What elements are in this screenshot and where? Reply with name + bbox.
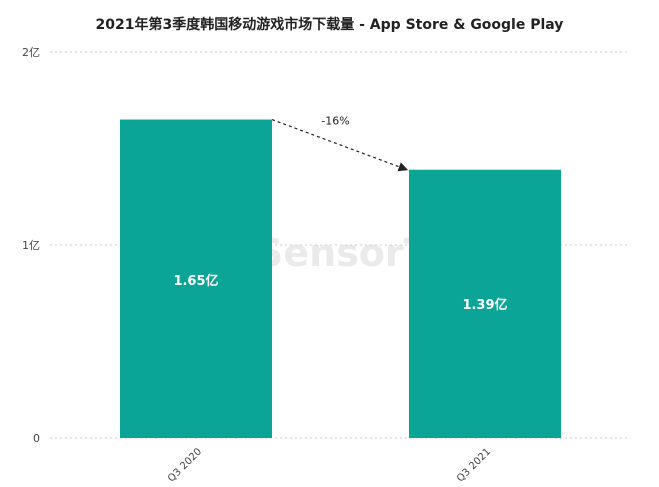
bar-q3-2021 [409, 169, 561, 439]
x-tick-label: Q3 2020 [166, 446, 204, 484]
y-tick-label: 2亿 [22, 46, 40, 59]
y-tick-label: 1亿 [22, 239, 40, 252]
bar-q3-2020 [120, 119, 272, 439]
data-label: 1.39亿 [462, 297, 507, 313]
y-tick-label: 0 [33, 432, 40, 445]
change-arrow [271, 118, 409, 172]
chart-title: 2021年第3季度韩国移动游戏市场下载量 - App Store & Googl… [95, 17, 564, 33]
change-label: -16% [321, 115, 349, 128]
bars [120, 119, 561, 439]
x-tick-label: Q3 2021 [455, 446, 493, 484]
data-label: 1.65亿 [173, 273, 218, 289]
